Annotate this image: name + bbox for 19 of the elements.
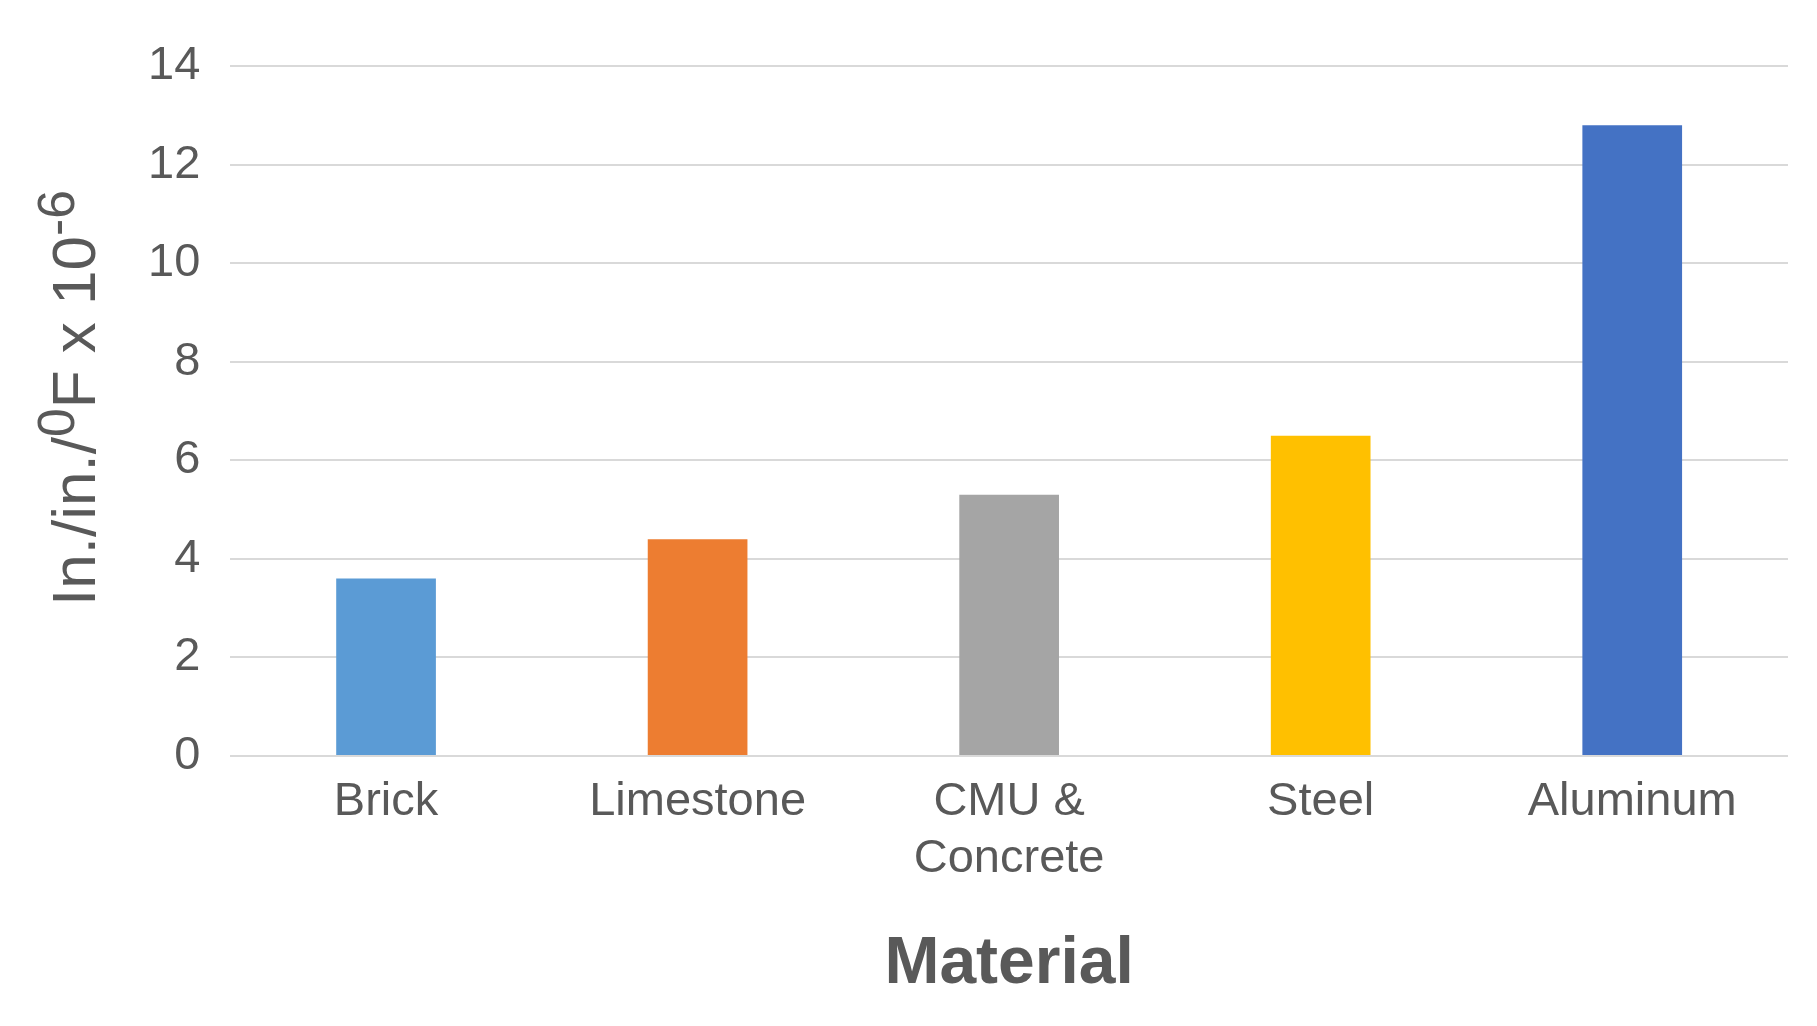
x-tick-label: Brick xyxy=(333,772,439,826)
x-tick-label: Steel xyxy=(1267,772,1375,826)
y-tick-label: 10 xyxy=(148,233,201,287)
y-tick-label: 6 xyxy=(174,430,201,484)
y-tick-label: 8 xyxy=(174,331,201,385)
bar xyxy=(1582,125,1683,755)
y-tick-label: 4 xyxy=(174,528,201,582)
bar xyxy=(1270,435,1371,755)
x-tick-label: Aluminum xyxy=(1527,772,1737,826)
y-tick-label: 0 xyxy=(174,725,201,779)
x-tick-label: Limestone xyxy=(589,772,807,826)
bar xyxy=(959,494,1059,755)
x-tick-label: CMU & Concrete xyxy=(913,772,1105,882)
x-axis-title: Material xyxy=(884,922,1134,997)
y-tick-label: 14 xyxy=(148,36,201,90)
y-tick-label: 2 xyxy=(174,627,201,681)
y-tick-label: 12 xyxy=(148,134,201,188)
bar xyxy=(647,539,748,755)
bar xyxy=(336,578,436,755)
